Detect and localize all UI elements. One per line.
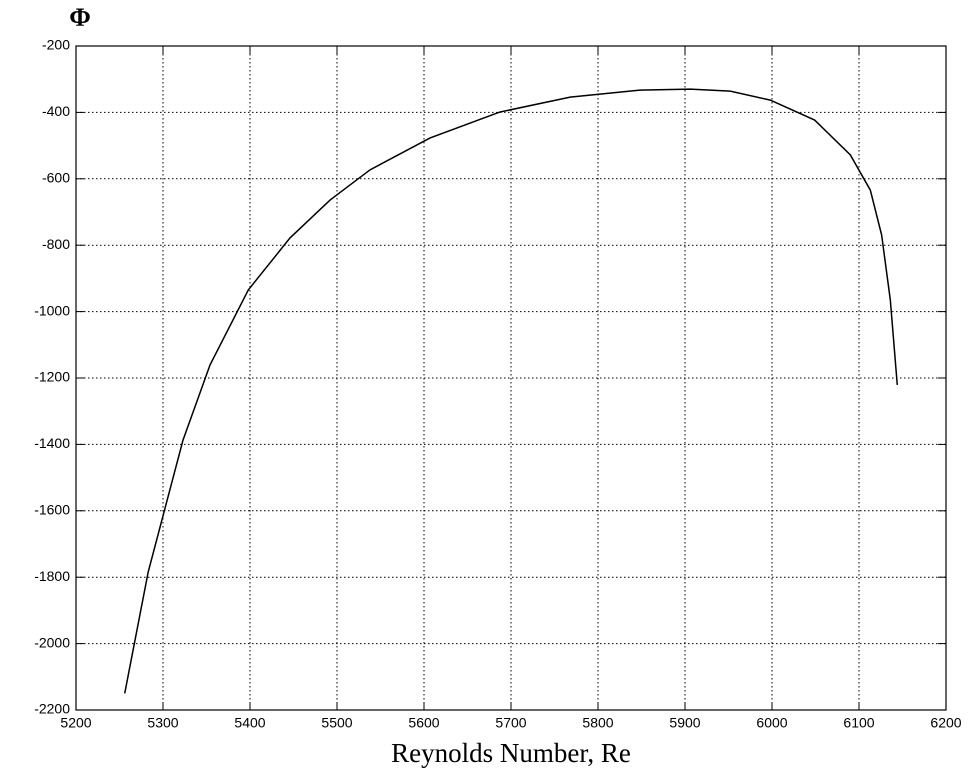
y-tick-label: -1800: [34, 568, 70, 584]
y-axis-label: Φ: [69, 3, 91, 32]
x-tick-label: 5500: [321, 715, 352, 731]
x-tick-label: 5800: [582, 715, 613, 731]
y-tick-label: -1000: [34, 302, 70, 318]
x-tick-label: 5300: [147, 715, 178, 731]
x-tick-label: 5700: [495, 715, 526, 731]
x-axis-label: Reynolds Number, Re: [391, 738, 631, 768]
x-tick-label: 5200: [60, 715, 91, 731]
y-tick-label: -1200: [34, 369, 70, 385]
y-tick-label: -200: [42, 37, 70, 53]
y-tick-label: -600: [42, 170, 70, 186]
x-tick-label: 6100: [843, 715, 874, 731]
y-tick-label: -1600: [34, 502, 70, 518]
x-tick-label: 6200: [930, 715, 961, 731]
x-tick-label: 6000: [756, 715, 787, 731]
y-tick-label: -800: [42, 236, 70, 252]
y-tick-label: -2200: [34, 701, 70, 717]
x-tick-label: 5400: [234, 715, 265, 731]
x-tick-label: 5900: [669, 715, 700, 731]
plot-frame: [75, 45, 947, 711]
y-tick-label: -1400: [34, 435, 70, 451]
x-tick-label: 5600: [408, 715, 439, 731]
y-tick-label: -2000: [34, 634, 70, 650]
data-line: [123, 88, 899, 694]
y-tick-label: -400: [42, 103, 70, 119]
